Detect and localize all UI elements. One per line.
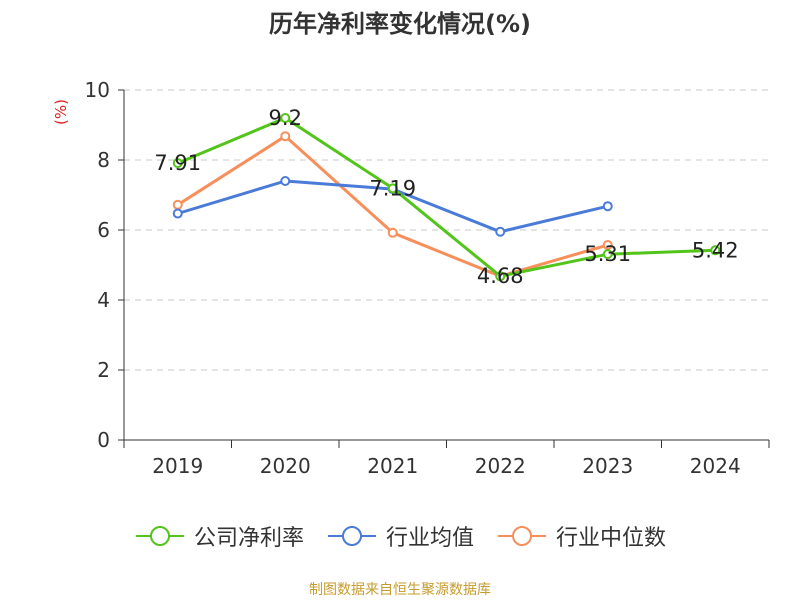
legend-marker-industry-median [498, 526, 546, 546]
data-point [495, 271, 506, 282]
series-line [176, 134, 609, 278]
data-point [172, 208, 183, 219]
x-tick-label: 2019 [152, 454, 203, 478]
series-line [177, 116, 716, 278]
data-point [172, 158, 183, 169]
legend-label-industry-mean: 行业均值 [385, 526, 474, 551]
data-point [710, 245, 721, 256]
x-tick-label: 2023 [582, 454, 633, 478]
data-point [172, 199, 183, 210]
data-point [387, 183, 398, 194]
legend-marker-company [135, 526, 184, 546]
y-tick-label: 0 [97, 428, 110, 452]
legend-item-company[interactable]: 公司净利率 [134, 520, 304, 552]
legend: 公司净利率 行业均值 行业中位数 [0, 520, 800, 552]
data-point [280, 113, 291, 123]
y-tick-label: 10 [85, 78, 110, 102]
data-label: 7.91 [154, 151, 201, 175]
y-tick-label: 6 [97, 218, 110, 242]
legend-label-company: 公司净利率 [193, 526, 304, 551]
x-tick-label: 2020 [260, 454, 311, 478]
x-tick-label: 2022 [475, 454, 526, 478]
y-tick-label: 4 [97, 288, 110, 312]
data-point [387, 227, 398, 238]
legend-item-industry-median[interactable]: 行业中位数 [496, 520, 666, 552]
y-tick-label: 2 [97, 358, 110, 382]
chart-title: 历年净利率变化情况(%) [269, 10, 531, 38]
x-tick-label: 2024 [690, 454, 741, 478]
legend-item-industry-mean[interactable]: 行业均值 [326, 520, 474, 552]
data-point [602, 249, 613, 260]
source-footer: 制图数据来自恒生聚源数据库 [309, 582, 491, 598]
legend-marker-industry-mean [327, 526, 376, 546]
data-point [602, 201, 613, 212]
data-label: 7.19 [369, 176, 416, 200]
data-point [602, 240, 613, 251]
data-label: 5.42 [692, 238, 739, 262]
data-label: 4.68 [477, 264, 524, 288]
data-point [495, 226, 506, 237]
legend-label-industry-median: 行业中位数 [556, 526, 667, 551]
data-label: 9.2 [269, 106, 302, 130]
data-point [280, 131, 291, 142]
y-tick-label: 8 [97, 148, 110, 172]
data-point [280, 176, 291, 186]
x-tick-label: 2021 [367, 454, 418, 478]
data-label: 5.31 [584, 242, 631, 266]
